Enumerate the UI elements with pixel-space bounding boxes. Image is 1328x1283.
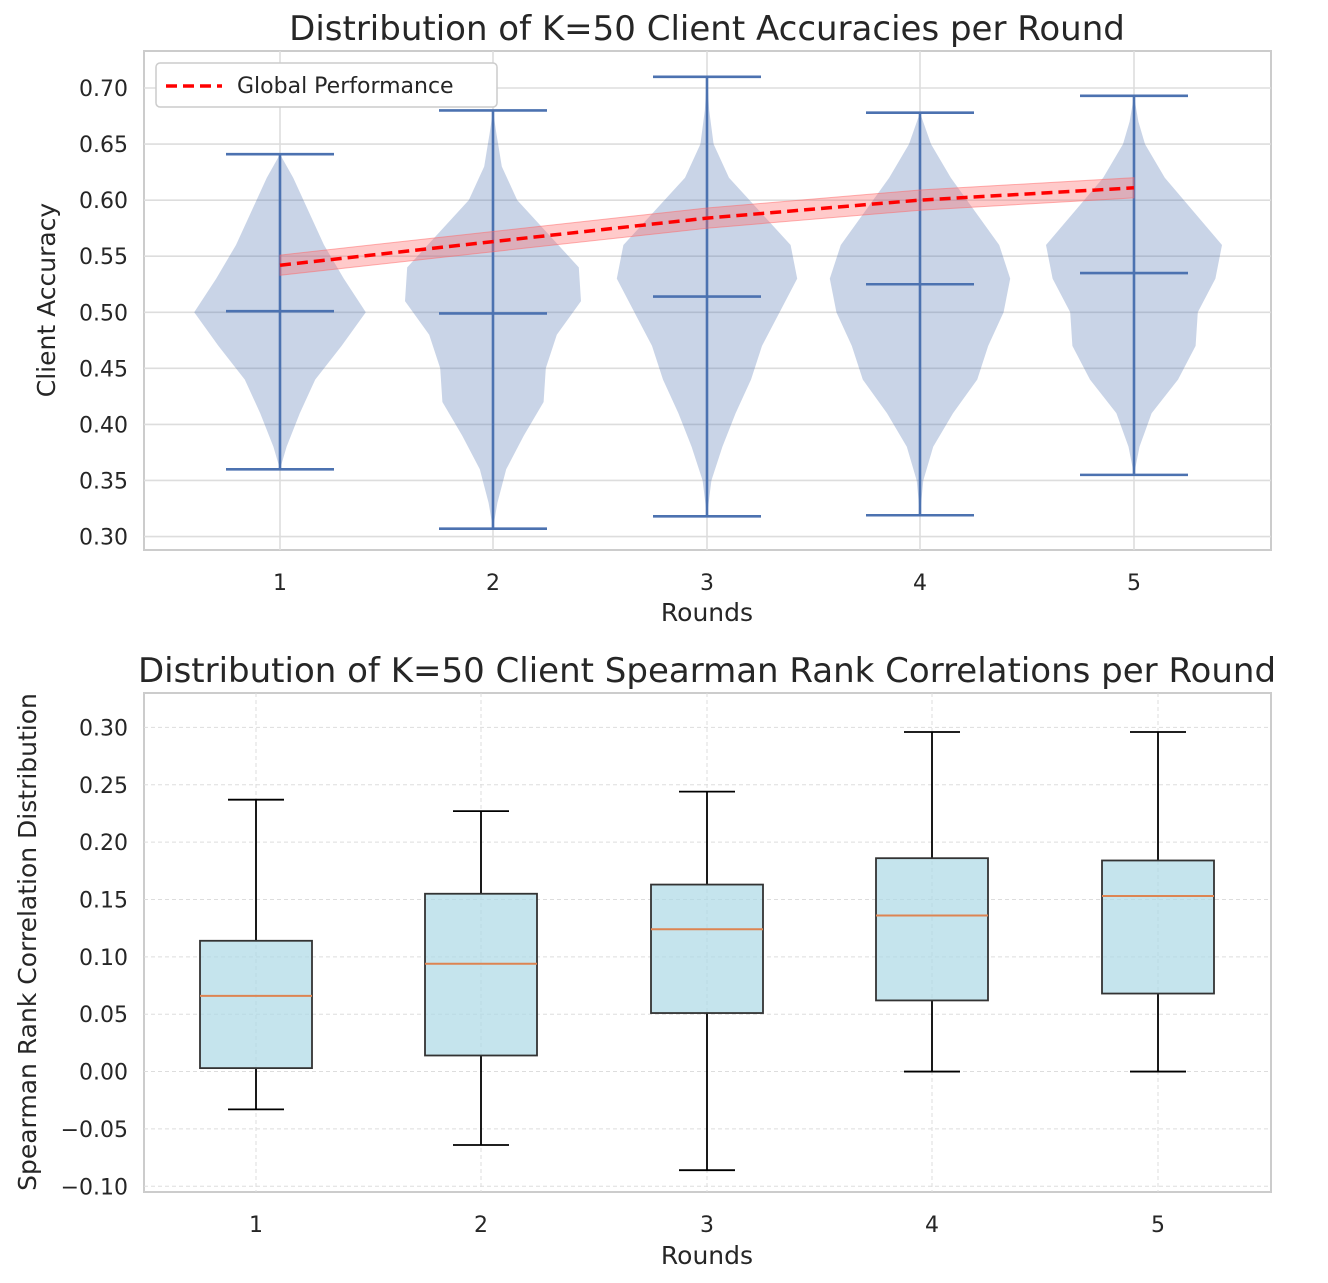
legend: Global Performance <box>155 62 498 108</box>
y-tick-label: 0.20 <box>79 831 128 856</box>
x-ticks: 1 2 3 4 5 <box>273 571 1141 596</box>
y-ticks: −0.10 −0.05 0.00 0.05 0.10 0.15 0.20 0.25 0.30 <box>61 716 128 1200</box>
box-chart: −0.10 −0.05 0.00 0.05 0.10 0.15 0.20 0.25 0.30 1… <box>13 651 1276 1270</box>
box-iqr <box>199 939 313 1070</box>
box-iqr <box>424 892 538 1057</box>
y-axis-label: Spearman Rank Correlation Distribution <box>13 693 42 1191</box>
chart-title: Distribution of K=50 Client Accuracies p… <box>289 9 1125 49</box>
x-tick-label: 3 <box>700 571 714 596</box>
x-tick-label: 1 <box>273 571 287 596</box>
y-axis-label: Client Accuracy <box>32 203 61 398</box>
y-tick-label: 0.35 <box>79 469 128 494</box>
box-iqr <box>650 883 764 1014</box>
boxes <box>199 731 1215 1172</box>
y-tick-label: 0.30 <box>79 716 128 741</box>
y-tick-label: 0.70 <box>79 77 128 102</box>
x-ticks: 1 2 3 4 5 <box>249 1213 1165 1238</box>
x-axis-label: Rounds <box>661 1241 753 1270</box>
x-tick-label: 3 <box>700 1213 714 1238</box>
x-tick-label: 1 <box>249 1213 263 1238</box>
x-tick-label: 5 <box>1127 571 1141 596</box>
x-axis-label: Rounds <box>661 598 753 627</box>
box-iqr <box>1101 859 1215 995</box>
y-tick-label: 0.00 <box>79 1061 128 1086</box>
y-tick-label: −0.10 <box>61 1175 128 1200</box>
y-tick-label: 0.55 <box>79 245 128 270</box>
legend-label: Global Performance <box>237 74 454 99</box>
y-tick-label: 0.50 <box>79 301 128 326</box>
x-tick-label: 2 <box>486 571 500 596</box>
x-tick-label: 4 <box>913 571 927 596</box>
box-iqr <box>875 857 989 1002</box>
global-performance-line <box>279 186 1135 267</box>
global-performance-band <box>279 177 1135 276</box>
legend-box <box>155 62 498 108</box>
y-tick-label: 0.10 <box>79 946 128 971</box>
y-tick-label: 0.15 <box>79 888 128 913</box>
x-tick-label: 5 <box>1151 1213 1165 1238</box>
x-tick-label: 2 <box>474 1213 488 1238</box>
y-tick-label: 0.60 <box>79 189 128 214</box>
y-ticks: 0.30 0.35 0.40 0.45 0.50 0.55 0.60 0.65 0.70 <box>79 77 128 551</box>
y-tick-label: 0.45 <box>79 357 128 382</box>
y-tick-label: 0.05 <box>79 1003 128 1028</box>
chart-title: Distribution of K=50 Client Spearman Ran… <box>138 651 1276 691</box>
violin-chart: 0.30 0.35 0.40 0.45 0.50 0.55 0.60 0.65 0.70 1 2 3… <box>32 9 1272 627</box>
x-tick-label: 4 <box>925 1213 939 1238</box>
y-tick-label: −0.05 <box>61 1118 128 1143</box>
y-tick-label: 0.40 <box>79 413 128 438</box>
violins <box>194 75 1222 530</box>
global-performance <box>279 177 1135 276</box>
y-tick-label: 0.30 <box>79 526 128 551</box>
y-tick-label: 0.25 <box>79 774 128 799</box>
y-tick-label: 0.65 <box>79 133 128 158</box>
